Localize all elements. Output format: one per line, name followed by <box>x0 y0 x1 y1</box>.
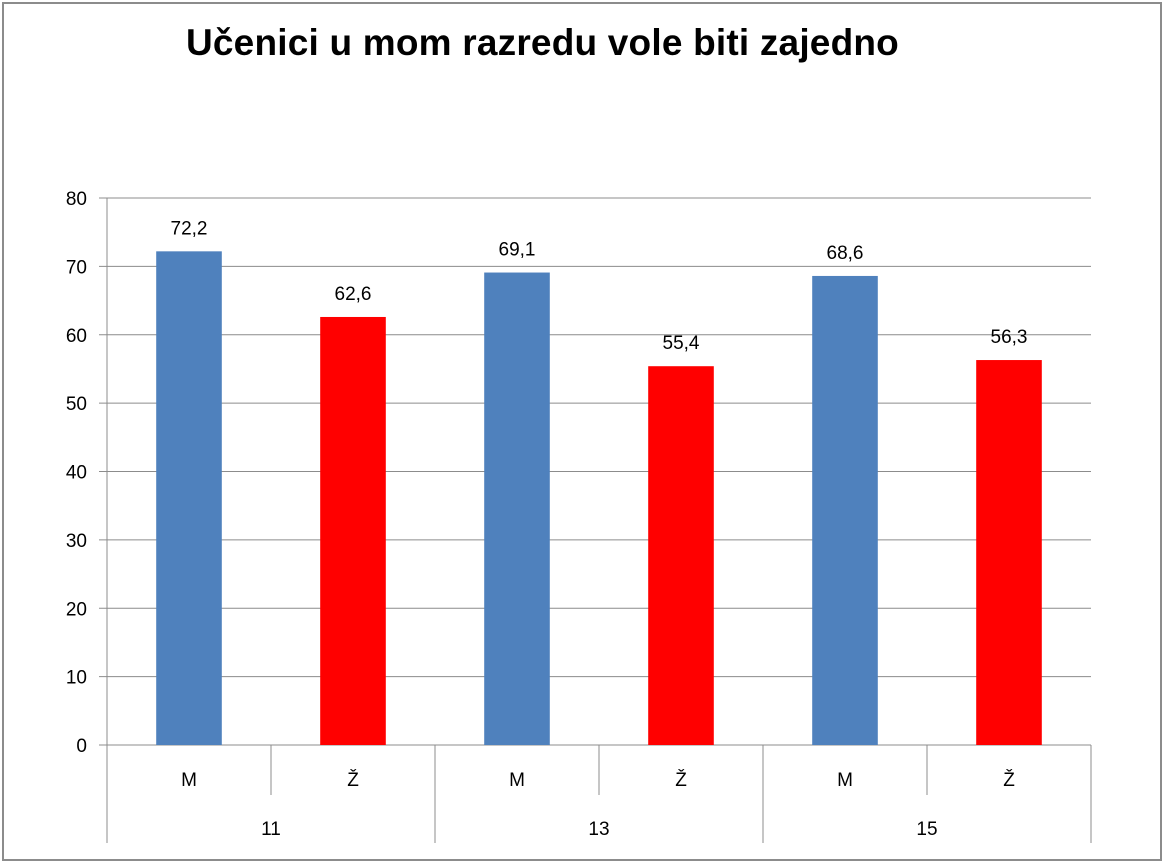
y-tick-label: 70 <box>66 257 87 278</box>
y-tick-label: 50 <box>66 394 87 415</box>
data-labels: 72,2 62,6 69,1 55,4 68,6 56,3 <box>171 218 1028 354</box>
gridlines <box>107 197 1091 678</box>
data-label: 55,4 <box>663 333 700 354</box>
y-tick-label: 20 <box>66 599 87 620</box>
bar <box>484 272 550 745</box>
x-group-label: 11 <box>261 819 281 840</box>
x-group-label: 13 <box>588 819 609 840</box>
y-axis: 0 10 20 30 40 50 60 70 80 <box>66 189 107 757</box>
data-label: 62,6 <box>335 284 372 305</box>
y-tick-label: 10 <box>66 668 87 689</box>
y-tick-label: 40 <box>66 463 87 484</box>
data-label: 56,3 <box>991 327 1028 348</box>
y-tick-label: 80 <box>66 189 87 210</box>
bars <box>156 251 1042 745</box>
y-tick-label: 0 <box>76 736 87 757</box>
x-axis: M Ž 11 M Ž 13 M Ž 15 <box>181 745 1092 843</box>
bar <box>976 360 1042 745</box>
x-category-label: Ž <box>675 769 687 791</box>
x-category-label: M <box>837 770 853 791</box>
data-label: 69,1 <box>499 240 536 261</box>
x-category-label: M <box>509 770 525 791</box>
y-tick-label: 30 <box>66 531 87 552</box>
data-label: 68,6 <box>827 243 864 264</box>
y-tick-label: 60 <box>66 326 87 347</box>
chart-title: Učenici u mom razredu vole biti zajedno <box>185 22 899 63</box>
bar <box>320 316 386 745</box>
x-category-label: Ž <box>1003 769 1015 791</box>
data-label: 72,2 <box>171 218 208 239</box>
x-category-label: M <box>181 770 197 791</box>
bar <box>156 251 222 745</box>
x-category-label: Ž <box>347 769 359 791</box>
bar <box>648 366 714 745</box>
bar <box>812 275 878 745</box>
x-group-label: 15 <box>916 819 937 840</box>
